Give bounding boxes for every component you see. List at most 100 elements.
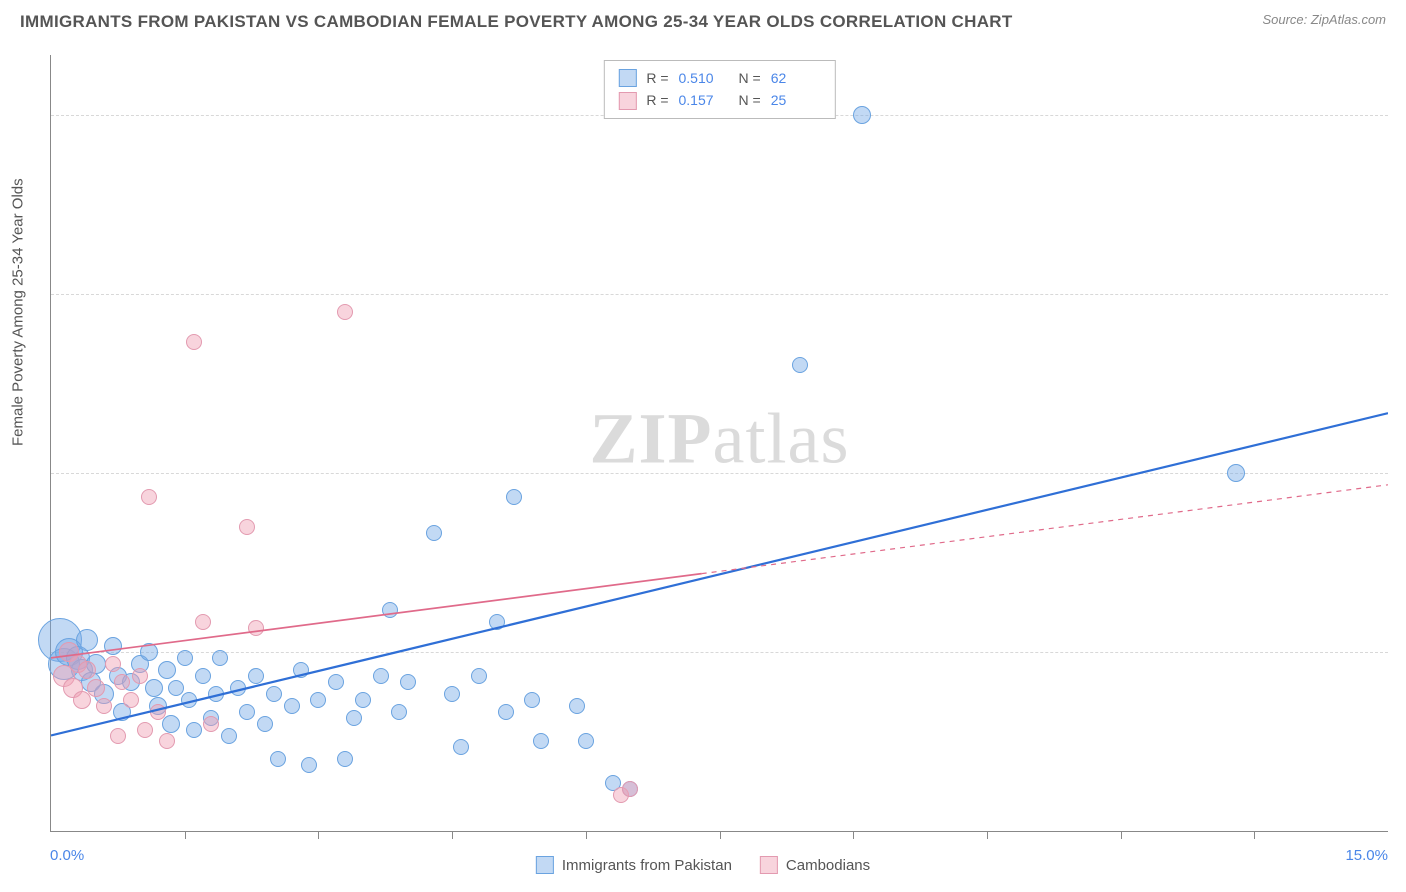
data-point xyxy=(266,686,282,702)
x-tick xyxy=(853,831,854,839)
data-point xyxy=(337,304,353,320)
data-point xyxy=(248,620,264,636)
data-point xyxy=(1227,464,1245,482)
legend-r-label: R = xyxy=(646,67,668,89)
data-point xyxy=(506,489,522,505)
data-point xyxy=(123,692,139,708)
data-point xyxy=(104,637,122,655)
data-point xyxy=(221,728,237,744)
chart-plot-area: ZIPatlas R =0.510N =62R =0.157N =25 15.0… xyxy=(50,55,1388,832)
data-point xyxy=(186,722,202,738)
x-tick xyxy=(185,831,186,839)
legend-series-name: Cambodians xyxy=(786,857,870,874)
data-point xyxy=(444,686,460,702)
data-point xyxy=(524,692,540,708)
series-legend: Immigrants from Pakistan Cambodians xyxy=(536,856,870,874)
legend-swatch xyxy=(618,69,636,87)
legend-swatch xyxy=(618,92,636,110)
x-tick xyxy=(586,831,587,839)
legend-item: Immigrants from Pakistan xyxy=(536,856,732,874)
data-point xyxy=(337,751,353,767)
data-point xyxy=(400,674,416,690)
gridline xyxy=(51,652,1388,653)
y-tick-label: 15.0% xyxy=(1398,643,1406,660)
y-tick-label: 60.0% xyxy=(1398,106,1406,123)
data-point xyxy=(373,668,389,684)
y-tick-label: 45.0% xyxy=(1398,285,1406,302)
data-point xyxy=(382,602,398,618)
gridline xyxy=(51,294,1388,295)
data-point xyxy=(141,489,157,505)
data-point xyxy=(533,733,549,749)
data-point xyxy=(853,106,871,124)
gridline xyxy=(51,473,1388,474)
data-point xyxy=(208,686,224,702)
data-point xyxy=(230,680,246,696)
data-point xyxy=(257,716,273,732)
x-tick xyxy=(987,831,988,839)
x-tick xyxy=(452,831,453,839)
data-point xyxy=(792,357,808,373)
data-point xyxy=(498,704,514,720)
data-point xyxy=(489,614,505,630)
data-point xyxy=(310,692,326,708)
data-point xyxy=(158,661,176,679)
data-point xyxy=(622,781,638,797)
data-point xyxy=(239,704,255,720)
y-axis-title: Female Poverty Among 25-34 Year Olds xyxy=(10,178,27,446)
data-point xyxy=(293,662,309,678)
data-point xyxy=(181,692,197,708)
legend-row: R = 0.157 N = 25 xyxy=(618,89,820,111)
legend-row: R =0.510N =62 xyxy=(618,67,820,89)
legend-r-label: R = xyxy=(646,89,668,111)
data-point xyxy=(239,519,255,535)
data-point xyxy=(578,733,594,749)
data-point xyxy=(87,679,105,697)
data-point xyxy=(114,674,130,690)
data-point xyxy=(453,739,469,755)
legend-n-value: 25 xyxy=(771,89,821,111)
data-point xyxy=(145,679,163,697)
data-point xyxy=(203,716,219,732)
data-point xyxy=(140,643,158,661)
x-tick-label-left: 0.0% xyxy=(50,847,84,864)
watermark: ZIPatlas xyxy=(590,397,850,480)
chart-title: IMMIGRANTS FROM PAKISTAN VS CAMBODIAN FE… xyxy=(20,12,1013,32)
legend-n-label: N = xyxy=(739,89,761,111)
data-point xyxy=(284,698,300,714)
data-point xyxy=(212,650,228,666)
data-point xyxy=(96,698,112,714)
data-point xyxy=(195,614,211,630)
source-attribution: Source: ZipAtlas.com xyxy=(1262,12,1386,27)
legend-series-name: Immigrants from Pakistan xyxy=(562,857,732,874)
legend-n-value: 62 xyxy=(771,67,821,89)
data-point xyxy=(76,629,98,651)
legend-n-label: N = xyxy=(739,67,761,89)
data-point xyxy=(248,668,264,684)
legend-r-value: 0.157 xyxy=(679,89,729,111)
x-tick-label-right: 15.0% xyxy=(1345,847,1388,864)
legend-swatch xyxy=(760,856,778,874)
data-point xyxy=(105,656,121,672)
data-point xyxy=(159,733,175,749)
data-point xyxy=(328,674,344,690)
data-point xyxy=(162,715,180,733)
data-point xyxy=(471,668,487,684)
x-tick xyxy=(720,831,721,839)
correlation-legend: R =0.510N =62R =0.157N =25 xyxy=(603,60,835,119)
data-point xyxy=(426,525,442,541)
data-point xyxy=(186,334,202,350)
data-point xyxy=(132,668,148,684)
x-tick xyxy=(1254,831,1255,839)
data-point xyxy=(270,751,286,767)
data-point xyxy=(391,704,407,720)
data-point xyxy=(137,722,153,738)
data-point xyxy=(569,698,585,714)
legend-swatch xyxy=(536,856,554,874)
data-point xyxy=(195,668,211,684)
data-point xyxy=(110,728,126,744)
data-point xyxy=(301,757,317,773)
data-point xyxy=(78,661,96,679)
y-tick-label: 30.0% xyxy=(1398,464,1406,481)
data-point xyxy=(177,650,193,666)
